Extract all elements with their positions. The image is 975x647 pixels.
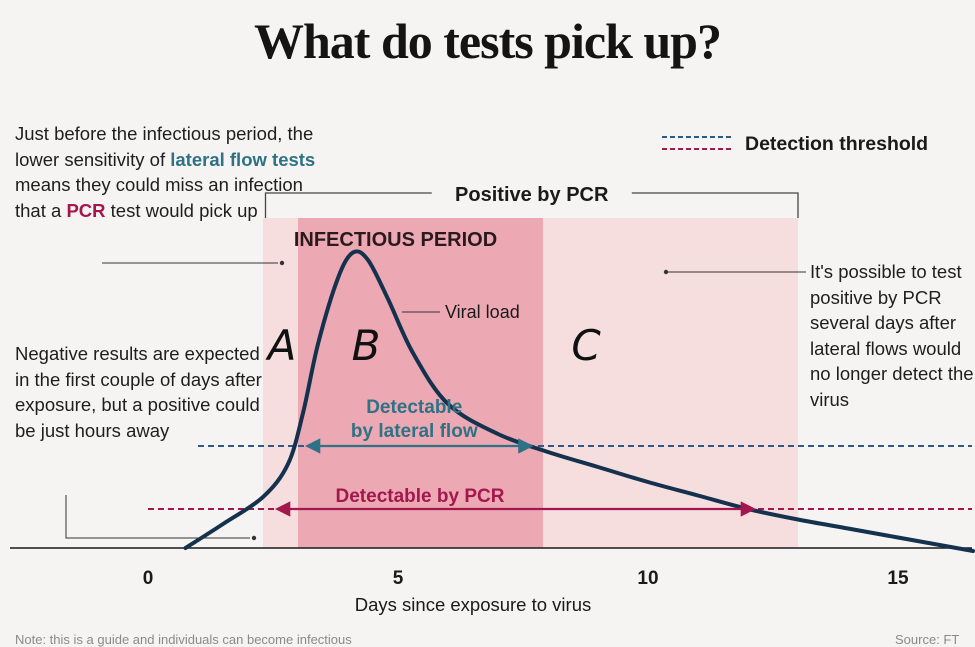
note-pcr: PCR xyxy=(66,199,106,221)
viral-load-label: Viral load xyxy=(445,302,520,322)
note-lateral-flow-tests: lateral flow tests xyxy=(170,148,316,170)
region-c xyxy=(543,218,798,548)
x-tick-label-0: 0 xyxy=(143,568,154,589)
note-left-top-dot xyxy=(279,260,285,266)
note-text-part2: means they could miss an infection that … xyxy=(15,174,303,221)
source: Source: FT xyxy=(895,632,960,647)
page-title: What do tests pick up? xyxy=(254,13,722,69)
infectious-period-label: INFECTIOUS PERIOD xyxy=(294,229,497,251)
region-label-a: A xyxy=(265,321,297,370)
note-text-part1: Just before the infectious period, the l… xyxy=(15,123,314,170)
note-left-bottom-dot xyxy=(251,535,257,541)
region-a xyxy=(263,218,298,548)
note-negative-results: Negative results are expected in the fir… xyxy=(15,343,262,441)
note-lateral-flow-sensitivity: Just before the infectious period, the l… xyxy=(15,121,335,223)
x-tick-label-10: 10 xyxy=(637,568,658,589)
note-text-part3: test would pick up xyxy=(105,199,258,221)
region-label-c: C xyxy=(571,321,601,370)
note-pcr-after-lateral-flow: It's possible to test positive by PCR se… xyxy=(810,261,974,410)
lateral-flow-range-label-line1: Detectable xyxy=(366,397,462,418)
x-axis-title: Days since exposure to virus xyxy=(355,594,592,615)
legend-label: Detection threshold xyxy=(745,133,928,155)
positive-by-pcr-label: Positive by PCR xyxy=(455,184,609,206)
positive-by-pcr-label-bg xyxy=(431,179,632,205)
pcr-range-label: Detectable by PCR xyxy=(336,486,505,507)
footnote: Note: this is a guide and individuals ca… xyxy=(15,632,352,647)
note-right-dot xyxy=(663,269,669,275)
lateral-flow-range-label-line2: by lateral flow xyxy=(351,421,478,442)
note-left-bottom-leader xyxy=(65,495,250,539)
x-tick-label-5: 5 xyxy=(393,568,404,589)
region-label-b: B xyxy=(352,321,381,370)
viral-load-curve xyxy=(183,249,975,553)
x-tick-label-15: 15 xyxy=(887,568,909,589)
